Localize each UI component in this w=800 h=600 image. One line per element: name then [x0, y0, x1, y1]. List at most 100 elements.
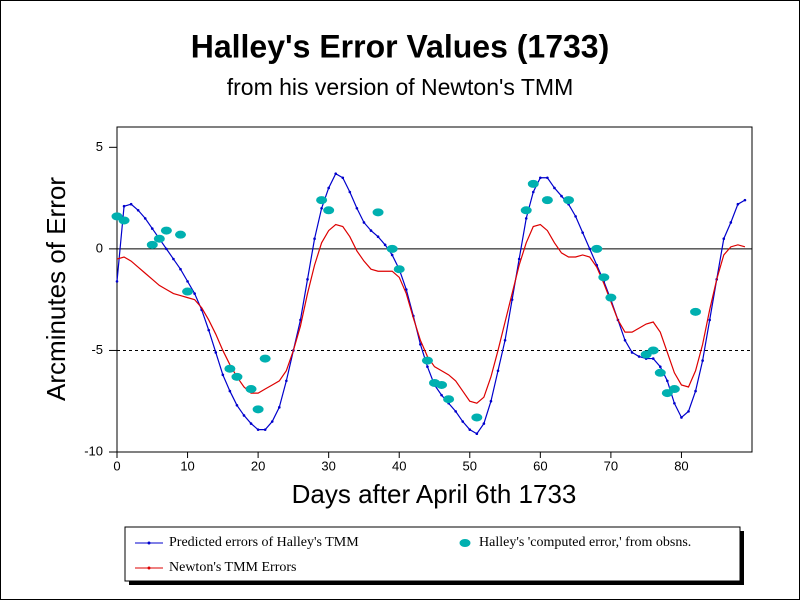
- line-vertex: [468, 428, 472, 431]
- line-vertex: [249, 422, 253, 425]
- line-vertex: [651, 357, 655, 360]
- data-point: [527, 179, 539, 188]
- line-vertex: [553, 186, 556, 190]
- line-vertex: [390, 253, 394, 257]
- line-vertex: [531, 190, 535, 194]
- line-vertex: [348, 190, 352, 194]
- line-vertex: [482, 422, 486, 425]
- line-vertex: [320, 206, 323, 210]
- line-vertex: [630, 351, 634, 354]
- data-point: [421, 356, 433, 365]
- y-tick-label: -5: [91, 342, 103, 357]
- line-vertex: [277, 406, 281, 409]
- line-vertex: [263, 428, 267, 431]
- line-vertex: [673, 401, 676, 405]
- data-point: [224, 364, 236, 373]
- line-vertex: [334, 172, 338, 176]
- data-point: [654, 368, 666, 377]
- y-tick-label: 5: [96, 139, 103, 154]
- line-vertex: [517, 257, 521, 261]
- data-point: [443, 395, 455, 404]
- data-point: [668, 385, 680, 394]
- data-point: [563, 196, 575, 205]
- line-vertex: [143, 217, 147, 220]
- line-vertex: [637, 355, 641, 358]
- line-vertex: [503, 338, 507, 342]
- line-vertex: [454, 410, 457, 413]
- line-vertex: [461, 420, 465, 423]
- x-tick-label: 70: [604, 458, 618, 473]
- line-vertex: [743, 198, 747, 202]
- line-vertex: [369, 229, 373, 232]
- line-vertex: [150, 227, 154, 230]
- line-vertex: [475, 432, 479, 436]
- line-vertex: [115, 280, 119, 283]
- line-vertex: [539, 176, 542, 180]
- x-tick-label: 30: [321, 458, 335, 473]
- x-tick-label: 0: [113, 458, 120, 473]
- x-tick-label: 20: [251, 458, 265, 473]
- line-vertex: [193, 292, 196, 295]
- data-point: [393, 265, 405, 274]
- line-vertex: [729, 221, 733, 224]
- line-vertex: [306, 278, 309, 281]
- line-vertex: [285, 379, 288, 383]
- y-tick-label: 0: [96, 240, 103, 255]
- line-vertex: [207, 328, 211, 332]
- line-vertex: [165, 247, 168, 251]
- data-point: [175, 230, 186, 239]
- line-vertex: [687, 410, 690, 413]
- chart-title: Halley's Error Values (1733): [191, 28, 610, 64]
- line-vertex: [722, 237, 726, 241]
- line-vertex: [623, 338, 627, 342]
- data-point: [323, 206, 335, 215]
- line-vertex: [574, 215, 577, 218]
- data-point: [160, 226, 172, 235]
- data-point: [153, 234, 165, 243]
- legend-label: Halley's 'computed error,' from obsns.: [479, 535, 691, 550]
- legend-marker: [459, 539, 471, 547]
- x-tick-label: 80: [674, 458, 688, 473]
- x-tick-label: 50: [463, 458, 477, 473]
- data-point: [386, 244, 398, 253]
- data-point: [245, 385, 257, 394]
- line-vertex: [701, 359, 704, 362]
- line-vertex: [270, 420, 274, 423]
- legend-label: Predicted errors of Halley's TMM: [169, 535, 359, 550]
- line-vertex: [666, 379, 669, 383]
- data-point: [118, 216, 130, 225]
- x-axis-label: Days after April 6th 1733: [292, 479, 577, 509]
- line-vertex: [694, 389, 697, 393]
- data-point: [647, 346, 659, 355]
- data-point: [471, 413, 483, 422]
- line-vertex: [313, 237, 316, 241]
- line-vertex: [221, 373, 225, 377]
- data-point: [690, 307, 702, 316]
- legend: [124, 526, 741, 582]
- data-point: [316, 196, 328, 205]
- data-point: [436, 380, 448, 389]
- line-vertex: [136, 208, 140, 212]
- line-vertex: [341, 176, 345, 180]
- x-tick-label: 40: [392, 458, 406, 473]
- line-vertex: [546, 176, 549, 180]
- line-vertex: [186, 280, 189, 283]
- line-vertex: [129, 202, 133, 206]
- data-point: [182, 287, 194, 296]
- line-vertex: [404, 288, 408, 291]
- line-vertex: [510, 298, 514, 301]
- line-vertex: [496, 369, 500, 373]
- legend-dot: [147, 566, 151, 570]
- line-vertex: [489, 399, 493, 403]
- line-vertex: [228, 389, 232, 393]
- data-point: [520, 206, 532, 215]
- x-tick-label: 60: [533, 458, 547, 473]
- data-point: [259, 354, 271, 363]
- y-axis-label: Arcminutes of Error: [41, 177, 71, 401]
- data-point: [591, 244, 603, 253]
- line-vertex: [426, 365, 429, 368]
- line-vertex: [179, 267, 182, 271]
- data-point: [372, 208, 384, 217]
- line-vertex: [419, 343, 422, 346]
